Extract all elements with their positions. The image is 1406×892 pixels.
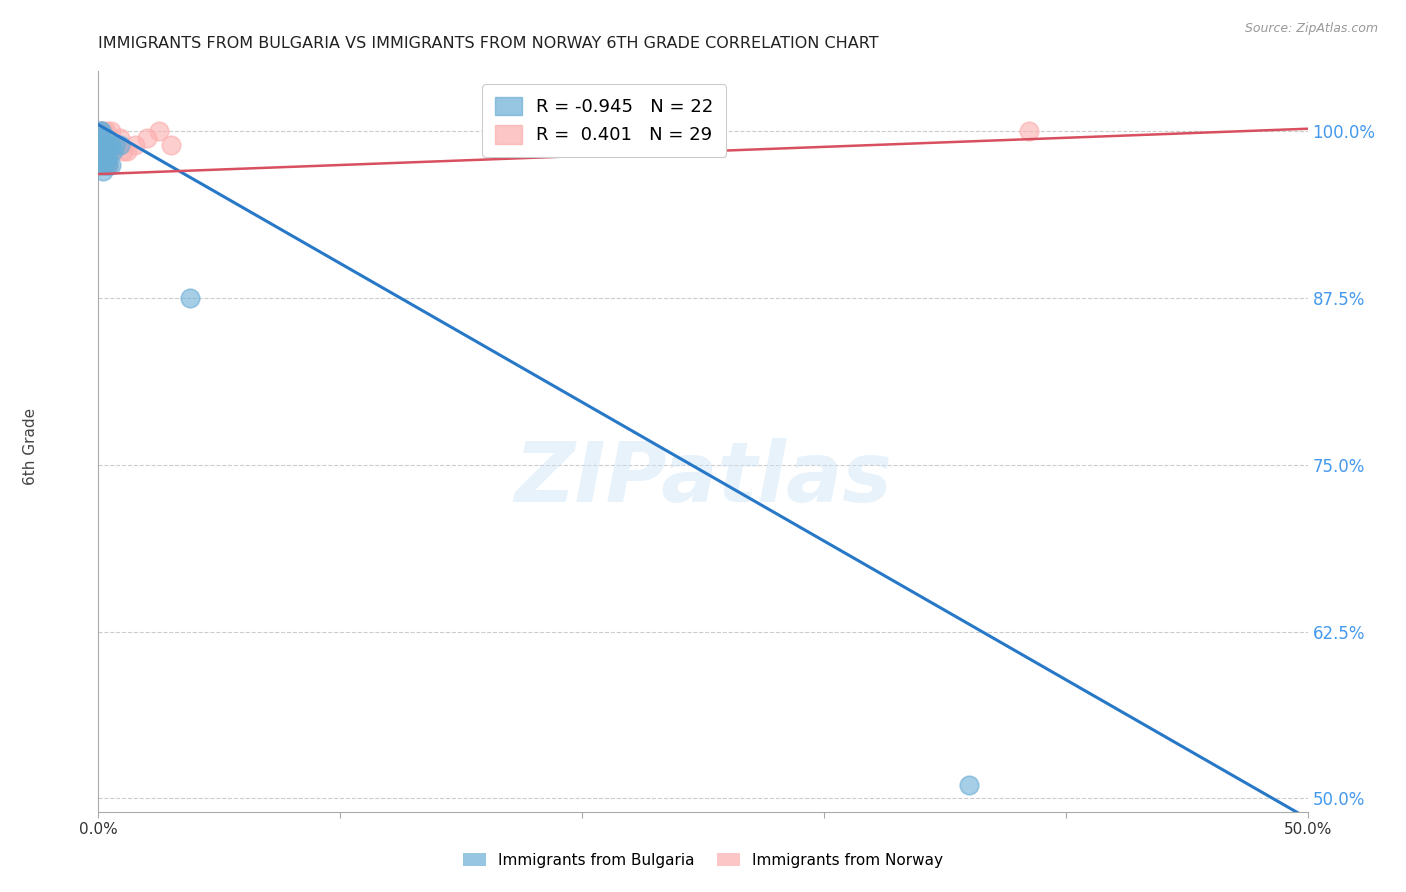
- Point: [97, 158, 120, 172]
- Point: [91, 151, 114, 165]
- Point: [94, 131, 117, 145]
- Point: [90, 124, 112, 138]
- Point: [101, 145, 124, 159]
- Point: [100, 124, 122, 138]
- Point: [91, 164, 114, 178]
- Point: [101, 137, 124, 152]
- Point: [90, 124, 112, 138]
- Point: [97, 151, 120, 165]
- Point: [179, 291, 201, 305]
- Text: Source: ZipAtlas.com: Source: ZipAtlas.com: [1244, 22, 1378, 36]
- Text: IMMIGRANTS FROM BULGARIA VS IMMIGRANTS FROM NORWAY 6TH GRADE CORRELATION CHART: IMMIGRANTS FROM BULGARIA VS IMMIGRANTS F…: [98, 36, 879, 51]
- Point: [94, 158, 117, 172]
- Point: [124, 137, 146, 152]
- Point: [104, 137, 127, 152]
- Point: [90, 137, 112, 152]
- Point: [135, 131, 157, 145]
- Point: [100, 158, 122, 172]
- Point: [90, 131, 112, 145]
- Point: [91, 137, 114, 152]
- Point: [97, 137, 120, 152]
- Point: [117, 145, 139, 159]
- Point: [104, 137, 127, 152]
- Point: [94, 145, 117, 159]
- Point: [148, 124, 170, 138]
- Point: [91, 158, 114, 172]
- Legend: R = -0.945   N = 22, R =  0.401   N = 29: R = -0.945 N = 22, R = 0.401 N = 29: [482, 84, 727, 157]
- Point: [97, 158, 120, 172]
- Point: [90, 124, 112, 138]
- Point: [97, 151, 120, 165]
- Point: [91, 137, 114, 152]
- Point: [94, 145, 117, 159]
- Point: [107, 137, 129, 152]
- Legend: Immigrants from Bulgaria, Immigrants from Norway: Immigrants from Bulgaria, Immigrants fro…: [456, 845, 950, 875]
- Point: [97, 158, 120, 172]
- Text: 6th Grade: 6th Grade: [24, 408, 38, 484]
- Point: [111, 145, 134, 159]
- Point: [100, 137, 122, 152]
- Point: [91, 131, 114, 145]
- Point: [100, 145, 122, 159]
- Point: [108, 137, 131, 152]
- Point: [160, 137, 183, 152]
- Point: [957, 778, 980, 792]
- Point: [90, 124, 112, 138]
- Point: [94, 151, 117, 165]
- Point: [94, 131, 117, 145]
- Point: [108, 131, 131, 145]
- Point: [101, 137, 124, 152]
- Point: [94, 124, 117, 138]
- Point: [90, 131, 112, 145]
- Point: [1018, 124, 1040, 138]
- Text: ZIPatlas: ZIPatlas: [515, 438, 891, 519]
- Point: [90, 137, 112, 152]
- Point: [91, 151, 114, 165]
- Point: [94, 145, 117, 159]
- Point: [91, 124, 114, 138]
